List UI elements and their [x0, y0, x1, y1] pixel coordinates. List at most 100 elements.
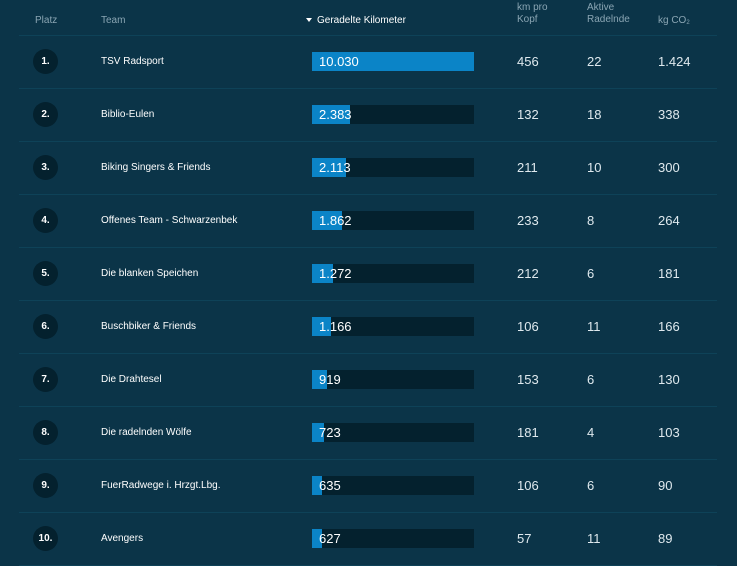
column-header-team[interactable]: Team — [101, 15, 126, 26]
column-header-aktive-radelnde[interactable]: Aktive Radelnde — [587, 2, 630, 26]
km-pro-kopf-value: 153 — [517, 372, 539, 387]
table-header: Platz Team Geradelte Kilometer km pro Ko… — [19, 0, 717, 36]
km-bar: 635 — [312, 476, 474, 495]
km-pro-kopf-value: 57 — [517, 531, 532, 546]
aktive-radelnde-value: 8 — [587, 213, 595, 228]
km-bar-fill — [312, 529, 322, 548]
km-value: 635 — [319, 478, 341, 493]
km-pro-kopf-value: 456 — [517, 54, 539, 69]
km-bar-fill — [312, 52, 474, 71]
table-row: 2. Biblio-Eulen 2.383 132 18 338 — [19, 89, 717, 142]
team-name: Avengers — [101, 533, 144, 544]
km-value: 627 — [319, 531, 341, 546]
column-header-aktive-line2: Radelnde — [587, 14, 630, 25]
aktive-radelnde-value: 11 — [587, 319, 601, 334]
table-row: 3. Biking Singers & Friends 2.113 211 10 300 — [19, 142, 717, 195]
rank-badge: 3. — [33, 155, 58, 180]
km-pro-kopf-value: 106 — [517, 319, 539, 334]
kg-co2-value: 1.424 — [658, 54, 691, 69]
team-name: Die Drahtesel — [101, 374, 162, 385]
aktive-radelnde-value: 6 — [587, 266, 595, 281]
km-value: 2.113 — [319, 160, 351, 175]
km-bar: 10.030 — [312, 52, 474, 71]
km-value: 1.166 — [319, 319, 352, 334]
table-row: 4. Offenes Team - Schwarzenbek 1.862 233 8 26… — [19, 195, 717, 248]
team-name: Biblio-Eulen — [101, 109, 155, 120]
km-bar-fill — [312, 423, 324, 442]
team-name: Die radelnden Wölfe — [101, 427, 192, 438]
rank-badge: 5. — [33, 261, 58, 286]
column-header-km-pro-kopf-line1: km pro — [517, 2, 548, 13]
rank-badge: 10. — [33, 526, 58, 551]
aktive-radelnde-value: 18 — [587, 107, 602, 122]
kg-co2-value: 90 — [658, 478, 673, 493]
column-header-kg-co2-subscript: 2 — [686, 20, 690, 26]
team-name: FuerRadwege i. Hrzgt.Lbg. — [101, 480, 221, 491]
km-bar: 2.383 — [312, 105, 474, 124]
km-bar-fill — [312, 105, 350, 124]
team-name: Die blanken Speichen — [101, 268, 199, 279]
team-name: Offenes Team - Schwarzenbek — [101, 215, 238, 226]
aktive-radelnde-value: 4 — [587, 425, 595, 440]
sort-descending-icon — [306, 18, 312, 23]
team-name: Buschbiker & Friends — [101, 321, 197, 332]
table-row: 5. Die blanken Speichen 1.272 212 6 181 — [19, 248, 717, 301]
rank-badge: 8. — [33, 420, 58, 445]
km-pro-kopf-value: 211 — [517, 160, 538, 175]
km-value: 1.272 — [319, 266, 352, 281]
km-bar: 919 — [312, 370, 474, 389]
km-value: 1.862 — [319, 213, 352, 228]
ranking-table: Platz Team Geradelte Kilometer km pro Ko… — [19, 0, 717, 566]
table-body: 1. TSV Radsport 10.030 456 22 1.424 2. Biblio-E… — [19, 36, 717, 566]
km-bar-fill — [312, 476, 322, 495]
team-name: TSV Radsport — [101, 56, 164, 67]
km-bar-fill — [312, 317, 331, 336]
aktive-radelnde-value: 6 — [587, 372, 595, 387]
aktive-radelnde-value: 22 — [587, 54, 602, 69]
km-bar: 1.166 — [312, 317, 474, 336]
column-header-kg-co2-label: kg CO — [658, 15, 687, 26]
kg-co2-value: 166 — [658, 319, 680, 334]
kg-co2-value: 264 — [658, 213, 680, 228]
km-bar-fill — [312, 370, 327, 389]
km-pro-kopf-value: 132 — [517, 107, 539, 122]
aktive-radelnde-value: 10 — [587, 160, 602, 175]
kg-co2-value: 300 — [658, 160, 680, 175]
column-header-aktive-line1: Aktive — [587, 2, 615, 13]
km-pro-kopf-value: 106 — [517, 478, 539, 493]
column-header-platz[interactable]: Platz — [35, 15, 58, 26]
column-header-km[interactable]: Geradelte Kilometer — [306, 15, 406, 27]
rank-badge: 1. — [33, 49, 58, 74]
km-pro-kopf-value: 212 — [517, 266, 539, 281]
table-row: 1. TSV Radsport 10.030 456 22 1.424 — [19, 36, 717, 89]
rank-badge: 9. — [33, 473, 58, 498]
table-row: 6. Buschbiker & Friends 1.166 106 11 166 — [19, 301, 717, 354]
table-row: 7. Die Drahtesel 919 153 6 130 — [19, 354, 717, 407]
km-bar-fill — [312, 211, 342, 230]
kg-co2-value: 103 — [658, 425, 680, 440]
rank-badge: 6. — [33, 314, 58, 339]
table-row: 10. Avengers 627 57 11 89 — [19, 513, 717, 566]
column-header-km-pro-kopf[interactable]: km pro Kopf — [517, 2, 548, 26]
km-value: 723 — [319, 425, 341, 440]
km-bar: 2.113 — [312, 158, 474, 177]
km-bar: 1.272 — [312, 264, 474, 283]
table-row: 9. FuerRadwege i. Hrzgt.Lbg. 635 106 6 90 — [19, 460, 717, 513]
km-bar: 627 — [312, 529, 474, 548]
km-bar-fill — [312, 158, 346, 177]
table-row: 8. Die radelnden Wölfe 723 181 4 103 — [19, 407, 717, 460]
km-value: 10.030 — [319, 54, 359, 69]
column-header-kg-co2[interactable]: kg CO2 — [658, 15, 690, 29]
km-pro-kopf-value: 233 — [517, 213, 539, 228]
km-bar: 723 — [312, 423, 474, 442]
kg-co2-value: 338 — [658, 107, 680, 122]
aktive-radelnde-value: 6 — [587, 478, 595, 493]
aktive-radelnde-value: 11 — [587, 531, 601, 546]
kg-co2-value: 181 — [658, 266, 680, 281]
rank-badge: 4. — [33, 208, 58, 233]
km-value: 2.383 — [319, 107, 352, 122]
rank-badge: 2. — [33, 102, 58, 127]
km-pro-kopf-value: 181 — [517, 425, 539, 440]
kg-co2-value: 89 — [658, 531, 673, 546]
rank-badge: 7. — [33, 367, 58, 392]
